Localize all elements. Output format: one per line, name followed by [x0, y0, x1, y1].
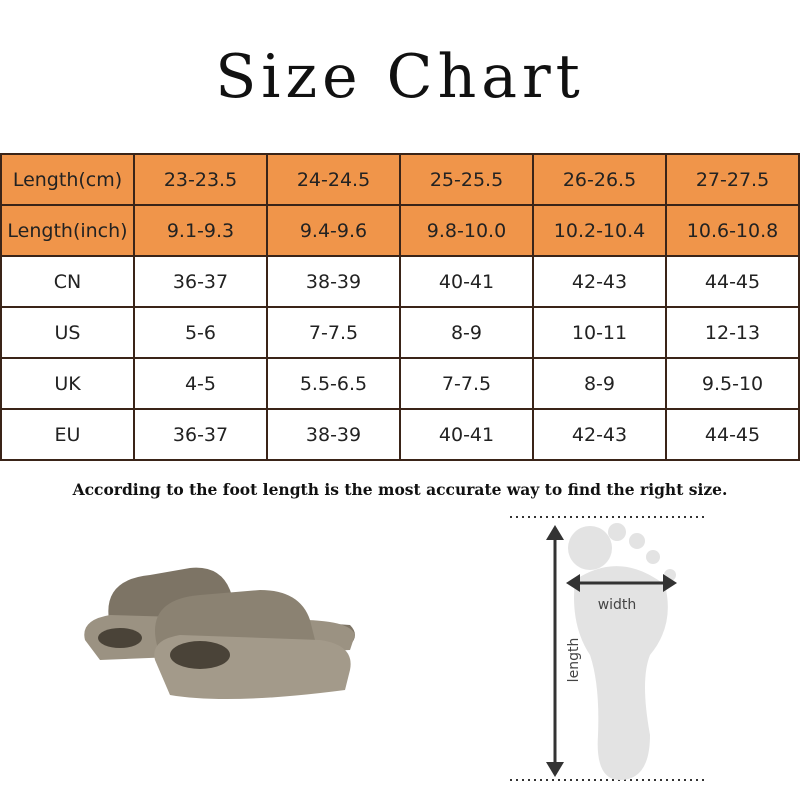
table-cell: 38-39: [266, 408, 401, 461]
table-cell: 10.2-10.4: [532, 204, 667, 257]
size-table: Length(cm) 23-23.5 24-24.5 25-25.5 26-26.5 27…: [0, 153, 800, 461]
table-cell: 27-27.5: [665, 153, 800, 206]
table-cell: 25-25.5: [399, 153, 534, 206]
table-row: UK 4-5 5.5-6.5 7-7.5 8-9 9.5-10: [0, 357, 800, 410]
table-cell: 40-41: [399, 408, 534, 461]
row-label: CN: [0, 255, 135, 308]
table-row: Length(inch) 9.1-9.3 9.4-9.6 9.8-10.0 10.2-1…: [0, 204, 800, 257]
page-title: Size Chart: [215, 42, 585, 112]
table-cell: 9.4-9.6: [266, 204, 401, 257]
table-cell: 10-11: [532, 306, 667, 359]
row-label: US: [0, 306, 135, 359]
table-cell: 26-26.5: [532, 153, 667, 206]
table-cell: 9.1-9.3: [133, 204, 268, 257]
table-cell: 42-43: [532, 255, 667, 308]
table-cell: 8-9: [399, 306, 534, 359]
foot-measurement-diagram: width length: [510, 516, 705, 781]
row-label: EU: [0, 408, 135, 461]
row-label: Length(cm): [0, 153, 135, 206]
table-cell: 7-7.5: [399, 357, 534, 410]
table-cell: 9.5-10: [665, 357, 800, 410]
table-cell: 44-45: [665, 408, 800, 461]
table-cell: 36-37: [133, 255, 268, 308]
table-row: EU 36-37 38-39 40-41 42-43 44-45: [0, 408, 800, 461]
measurement-note: According to the foot length is the most…: [72, 480, 728, 499]
table-cell: 42-43: [532, 408, 667, 461]
table-row: Length(cm) 23-23.5 24-24.5 25-25.5 26-26.5 27…: [0, 153, 800, 206]
width-label: width: [598, 597, 637, 613]
table-cell: 44-45: [665, 255, 800, 308]
table-cell: 5-6: [133, 306, 268, 359]
table-cell: 8-9: [532, 357, 667, 410]
table-row: CN 36-37 38-39 40-41 42-43 44-45: [0, 255, 800, 308]
table-cell: 23-23.5: [133, 153, 268, 206]
row-label: UK: [0, 357, 135, 410]
table-cell: 24-24.5: [266, 153, 401, 206]
table-cell: 9.8-10.0: [399, 204, 534, 257]
table-cell: 10.6-10.8: [665, 204, 800, 257]
row-label: Length(inch): [0, 204, 135, 257]
table-cell: 40-41: [399, 255, 534, 308]
table-row: US 5-6 7-7.5 8-9 10-11 12-13: [0, 306, 800, 359]
length-label: length: [566, 638, 582, 683]
table-cell: 5.5-6.5: [266, 357, 401, 410]
table-cell: 7-7.5: [266, 306, 401, 359]
foot-icon: [568, 523, 676, 780]
table-cell: 12-13: [665, 306, 800, 359]
table-cell: 4-5: [133, 357, 268, 410]
slide-sandal-image: [84, 567, 356, 699]
table-cell: 38-39: [266, 255, 401, 308]
table-cell: 36-37: [133, 408, 268, 461]
